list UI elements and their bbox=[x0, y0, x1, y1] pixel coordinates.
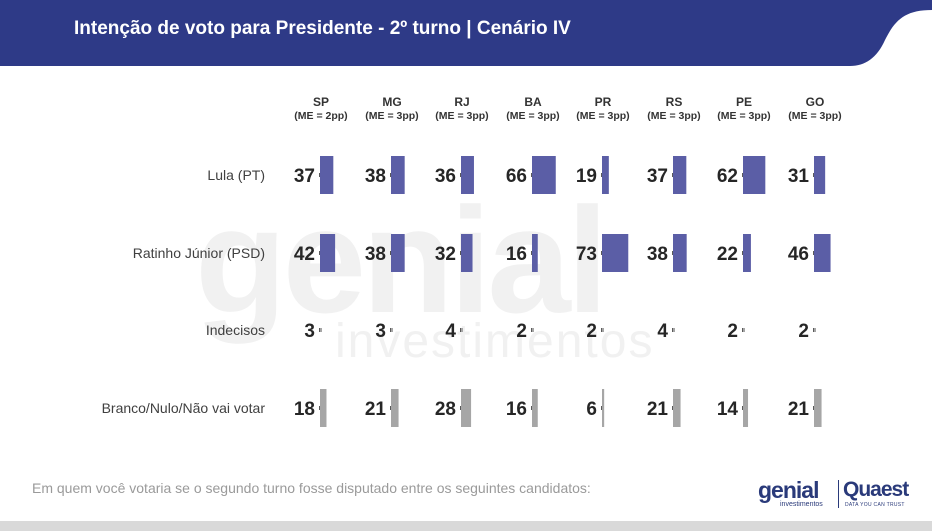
data-label: 37 bbox=[294, 166, 315, 187]
bar-mg bbox=[391, 156, 405, 194]
header-bar: Intenção de voto para Presidente - 2º tu… bbox=[0, 0, 932, 66]
margin-of-error-mg: (ME = 3pp) bbox=[365, 110, 418, 122]
watermark-subtext: investimentos bbox=[335, 315, 655, 368]
quaest-logo-subtext: DATA YOU CAN TRUST bbox=[845, 502, 905, 508]
data-label: 2 bbox=[727, 321, 738, 342]
row-label: Branco/Nulo/Não vai votar bbox=[102, 400, 266, 416]
quaest-logo: Quaest DATA YOU CAN TRUST bbox=[843, 478, 918, 508]
data-label: 28 bbox=[435, 399, 456, 420]
data-label: 38 bbox=[365, 166, 386, 187]
bar-pr bbox=[602, 234, 629, 272]
column-header-rj: RJ bbox=[454, 95, 469, 109]
data-label: 2 bbox=[586, 321, 597, 342]
bar-rs bbox=[673, 389, 681, 427]
column-header-mg: MG bbox=[382, 95, 401, 109]
data-label: 3 bbox=[304, 321, 315, 342]
column-header-pe: PE bbox=[736, 95, 752, 109]
bar-ba bbox=[532, 389, 538, 427]
bar-chart: SP(ME = 2pp)MG(ME = 3pp)RJ(ME = 3pp)BA(M… bbox=[102, 95, 842, 427]
bar-pr bbox=[602, 328, 604, 332]
data-label: 19 bbox=[576, 166, 597, 187]
bar-ba bbox=[532, 156, 556, 194]
data-label: 2 bbox=[516, 321, 527, 342]
bar-ba bbox=[532, 328, 534, 332]
bar-pe bbox=[743, 234, 751, 272]
data-label: 21 bbox=[365, 399, 387, 420]
margin-of-error-rj: (ME = 3pp) bbox=[435, 110, 488, 122]
bar-go bbox=[814, 234, 831, 272]
margin-of-error-pr: (ME = 3pp) bbox=[576, 110, 629, 122]
bar-rj bbox=[461, 328, 463, 332]
bar-pe bbox=[743, 389, 749, 427]
data-label: 4 bbox=[445, 321, 456, 342]
bar-rs bbox=[673, 234, 687, 272]
bar-rj bbox=[461, 156, 474, 194]
logo-divider bbox=[838, 480, 839, 508]
column-header-ba: BA bbox=[524, 95, 542, 109]
bar-pe bbox=[743, 156, 766, 194]
data-label: 21 bbox=[788, 399, 810, 420]
column-header-pr: PR bbox=[595, 95, 612, 109]
bar-go bbox=[814, 389, 822, 427]
bar-rs bbox=[673, 328, 675, 332]
row-label: Lula (PT) bbox=[207, 167, 265, 183]
bar-mg bbox=[391, 389, 399, 427]
data-label: 2 bbox=[798, 321, 809, 342]
data-label: 4 bbox=[657, 321, 668, 342]
genial-logo-subtext: investimentos bbox=[780, 501, 823, 508]
data-label: 66 bbox=[506, 166, 527, 187]
column-header-rs: RS bbox=[666, 95, 683, 109]
bar-rj bbox=[461, 234, 473, 272]
margin-of-error-pe: (ME = 3pp) bbox=[717, 110, 770, 122]
bar-go bbox=[814, 328, 816, 332]
data-label: 21 bbox=[647, 399, 669, 420]
row-label: Indecisos bbox=[206, 322, 265, 338]
data-label: 38 bbox=[647, 244, 668, 265]
bar-sp bbox=[320, 389, 327, 427]
survey-question-note: Em quem você votaria se o segundo turno … bbox=[32, 480, 591, 496]
margin-of-error-rs: (ME = 3pp) bbox=[647, 110, 700, 122]
data-label: 14 bbox=[717, 399, 739, 420]
header-background bbox=[0, 0, 932, 66]
bar-sp bbox=[320, 156, 334, 194]
margin-of-error-ba: (ME = 3pp) bbox=[506, 110, 559, 122]
bar-pr bbox=[602, 389, 605, 427]
data-label: 16 bbox=[506, 399, 527, 420]
page-title: Intenção de voto para Presidente - 2º tu… bbox=[74, 18, 571, 39]
data-label: 22 bbox=[717, 244, 738, 265]
data-label: 31 bbox=[788, 166, 810, 187]
genial-logo: genial investimentos bbox=[758, 478, 834, 508]
data-label: 42 bbox=[294, 244, 315, 265]
data-label: 37 bbox=[647, 166, 668, 187]
data-label: 38 bbox=[365, 244, 386, 265]
data-label: 16 bbox=[506, 244, 527, 265]
data-label: 46 bbox=[788, 244, 809, 265]
column-header-go: GO bbox=[806, 95, 825, 109]
data-label: 62 bbox=[717, 166, 738, 187]
row-label: Ratinho Júnior (PSD) bbox=[133, 245, 265, 261]
bar-sp bbox=[320, 234, 336, 272]
margin-of-error-sp: (ME = 2pp) bbox=[294, 110, 347, 122]
data-label: 36 bbox=[435, 166, 456, 187]
margin-of-error-go: (ME = 3pp) bbox=[788, 110, 841, 122]
data-label: 3 bbox=[375, 321, 386, 342]
genial-logo-text: genial bbox=[758, 477, 819, 503]
bar-rj bbox=[461, 389, 472, 427]
data-label: 18 bbox=[294, 399, 315, 420]
bar-mg bbox=[391, 328, 393, 332]
bar-sp bbox=[320, 328, 322, 332]
bar-ba bbox=[532, 234, 538, 272]
bar-pr bbox=[602, 156, 609, 194]
bar-mg bbox=[391, 234, 405, 272]
column-header-sp: SP bbox=[313, 95, 329, 109]
bar-go bbox=[814, 156, 826, 194]
quaest-logo-text: Quaest bbox=[843, 478, 909, 501]
data-label: 73 bbox=[576, 244, 597, 265]
data-label: 32 bbox=[435, 244, 456, 265]
data-label: 6 bbox=[586, 399, 597, 420]
bar-pe bbox=[743, 328, 745, 332]
bar-rs bbox=[673, 156, 687, 194]
bottom-bar bbox=[0, 521, 932, 531]
